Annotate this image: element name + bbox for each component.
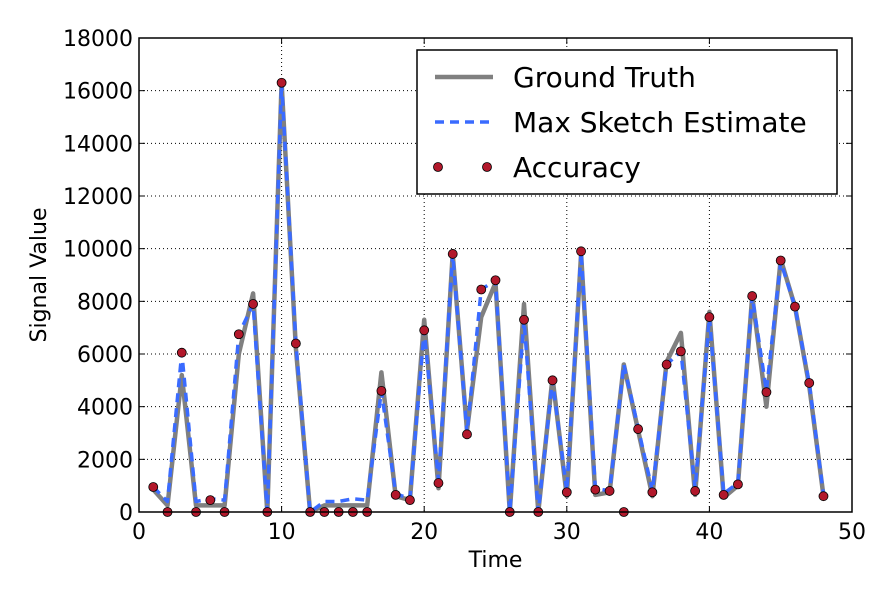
x-tick-label: 40 <box>695 520 723 545</box>
series-line-max-sketch-estimate <box>152 81 826 514</box>
accuracy-point <box>433 478 444 488</box>
accuracy-point <box>804 378 815 388</box>
accuracy-point <box>790 301 800 312</box>
y-tick-label: 8000 <box>77 290 133 315</box>
y-tick-label: 0 <box>119 501 133 526</box>
legend-label-max-sketch-estimate: Max Sketch Estimate <box>513 106 807 139</box>
accuracy-point <box>633 424 643 434</box>
accuracy-point <box>148 482 159 492</box>
x-tick-label: 30 <box>553 520 581 545</box>
accuracy-point <box>561 487 572 498</box>
accuracy-point <box>405 495 415 506</box>
accuracy-point <box>233 329 244 340</box>
y-tick-label: 12000 <box>63 185 133 210</box>
y-tick-label: 2000 <box>77 448 133 473</box>
y-tick-label: 18000 <box>63 27 133 52</box>
accuracy-point <box>675 346 686 357</box>
x-tick-label: 0 <box>132 520 146 545</box>
plot-frame <box>138 37 853 513</box>
accuracy-point <box>476 284 487 295</box>
ticks: 0 10 20 30 40 50 0 2000 4000 6000 8000 10000 12000 14… <box>63 27 866 545</box>
x-tick-label: 20 <box>410 520 438 545</box>
legend-swatch-accuracy-dot <box>433 162 443 172</box>
accuracy-point <box>747 291 758 301</box>
legend: Ground Truth Max Sketch Estimate Accurac… <box>416 49 838 195</box>
accuracy-point <box>604 486 615 496</box>
accuracy-point <box>205 495 216 506</box>
accuracy-point <box>590 484 601 495</box>
accuracy-point <box>547 375 558 386</box>
accuracy-point <box>419 325 430 336</box>
accuracy-point <box>818 491 829 502</box>
x-tick-label: 50 <box>838 520 866 545</box>
accuracy-point <box>390 489 401 500</box>
x-tick-label: 10 <box>268 520 296 545</box>
accuracy-point <box>733 479 743 490</box>
accuracy-point <box>718 489 729 500</box>
legend-swatch-accuracy-dot <box>482 162 492 172</box>
accuracy-point <box>376 385 387 396</box>
y-axis-label: Signal Value <box>27 208 52 343</box>
y-tick-label: 14000 <box>63 132 133 157</box>
accuracy-point <box>661 359 672 370</box>
y-tick-label: 16000 <box>63 80 133 105</box>
accuracy-point <box>176 347 187 358</box>
accuracy-point <box>576 246 586 257</box>
legend-label-ground-truth: Ground Truth <box>513 61 696 94</box>
series-layer <box>148 77 829 517</box>
accuracy-point <box>290 338 301 349</box>
legend-label-accuracy: Accuracy <box>513 151 641 184</box>
accuracy-point <box>647 487 658 498</box>
y-tick-label: 6000 <box>77 343 133 368</box>
accuracy-point <box>704 312 715 323</box>
accuracy-point <box>447 249 458 259</box>
y-tick-label: 4000 <box>77 396 133 421</box>
y-tick-label: 10000 <box>63 238 133 263</box>
accuracy-point <box>490 275 501 286</box>
accuracy-point <box>462 429 472 440</box>
accuracy-point <box>761 387 772 398</box>
accuracy-point <box>519 314 529 325</box>
accuracy-point <box>775 255 786 266</box>
x-axis-label: Time <box>468 548 523 573</box>
accuracy-point <box>690 486 701 496</box>
accuracy-point <box>248 299 258 309</box>
accuracy-point <box>276 77 287 88</box>
